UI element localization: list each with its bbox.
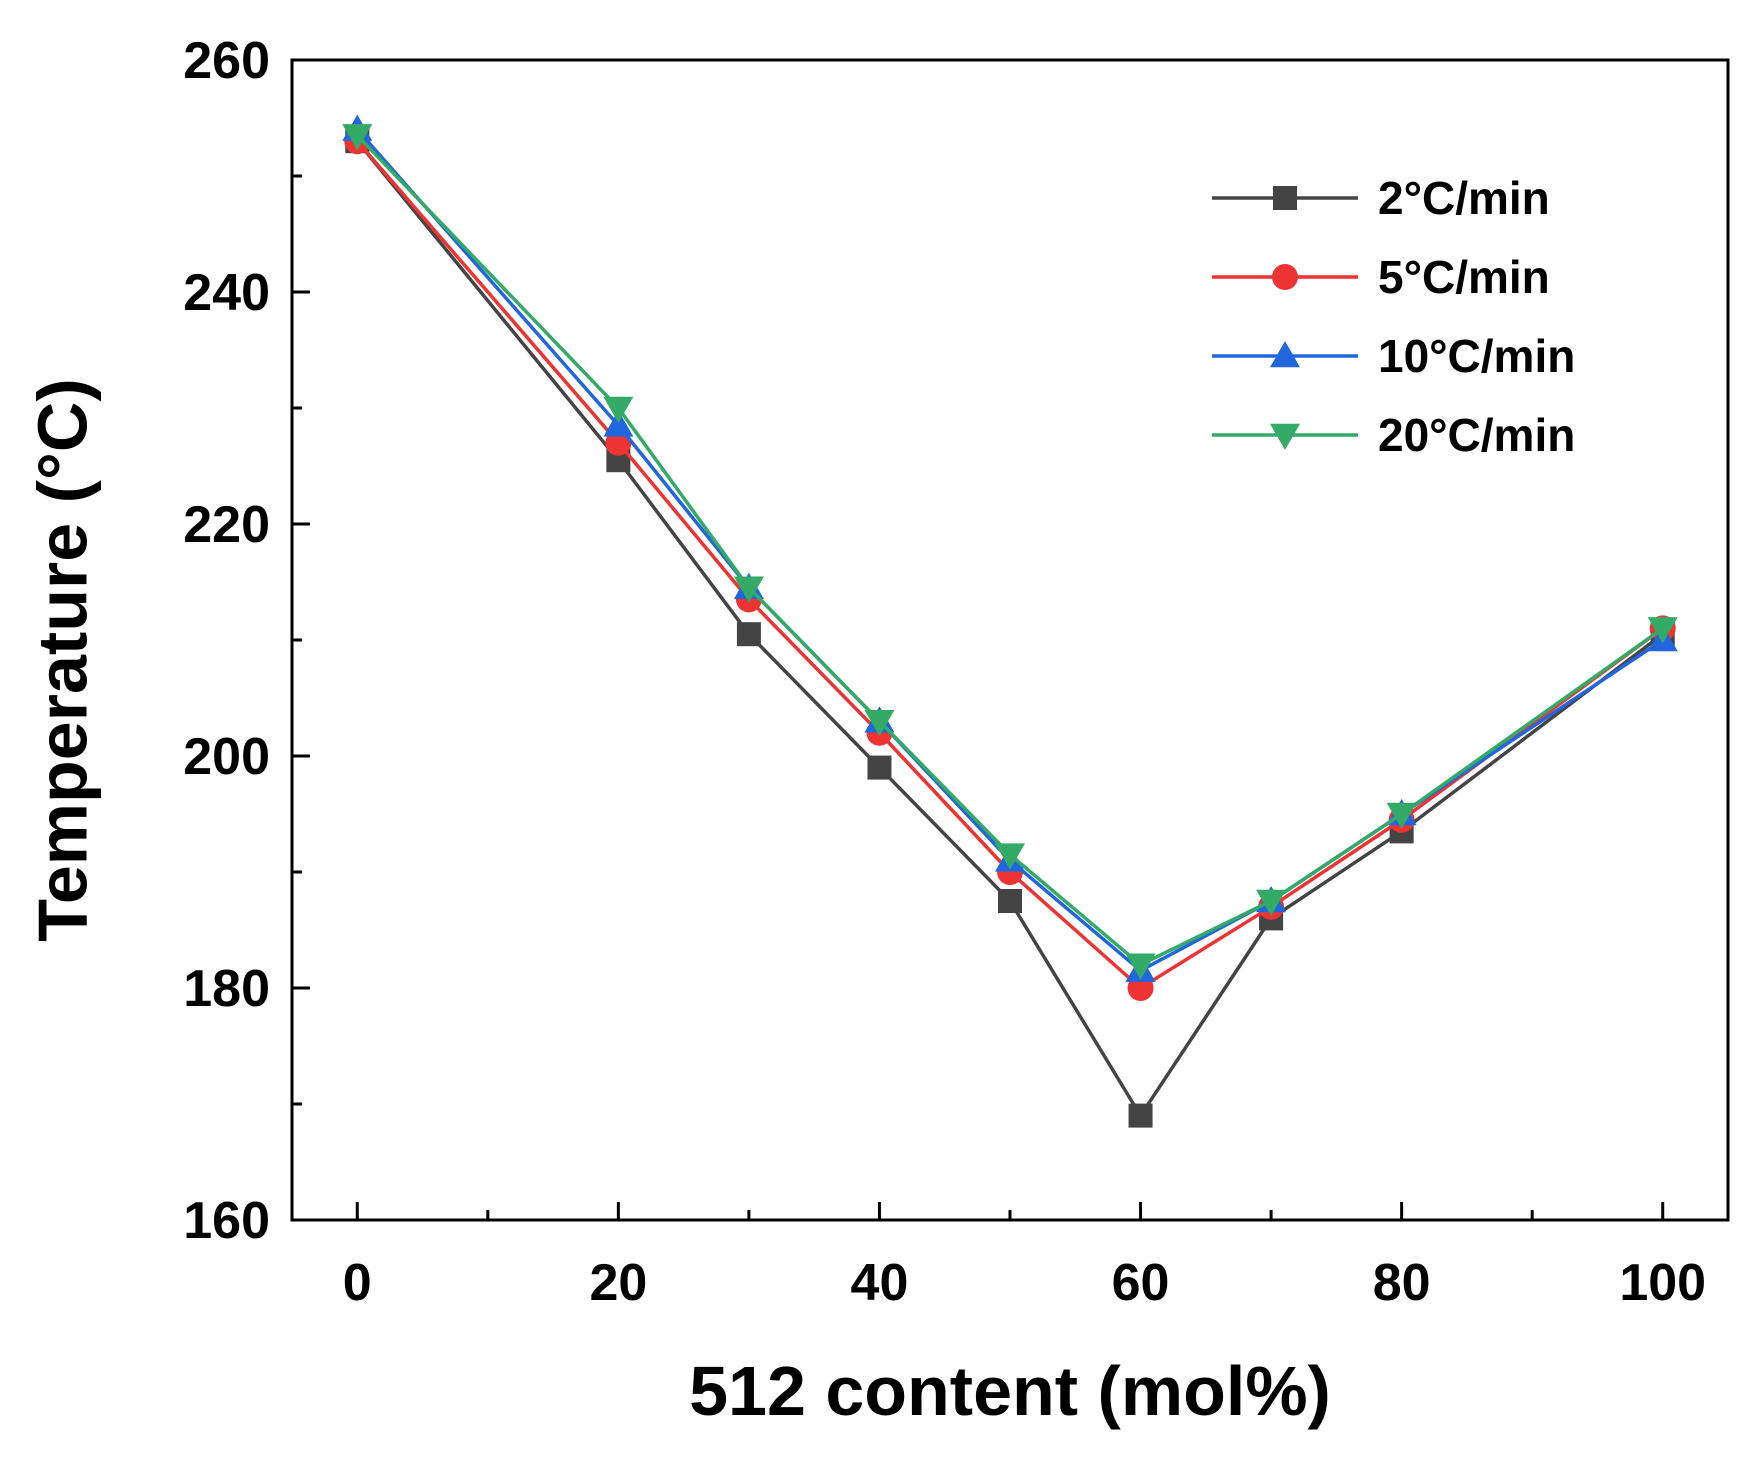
data-point (1386, 802, 1417, 829)
x-tick-label: 60 (1112, 1254, 1170, 1312)
data-point (1647, 617, 1678, 644)
legend-marker (1272, 264, 1298, 290)
data-point (998, 889, 1022, 913)
axis-tick-labels: 0 20 40 60 80 100 160 180 200 220 240 260 (183, 32, 1706, 1312)
y-tick-label: 240 (183, 264, 270, 322)
legend-item: 5°C/min (1212, 251, 1550, 303)
x-tick-label: 20 (589, 1254, 647, 1312)
axis-ticks (292, 58, 1665, 1222)
data-point (603, 410, 634, 437)
y-tick-label: 180 (183, 960, 270, 1018)
y-tick-label: 220 (183, 496, 270, 554)
legend-label: 5°C/min (1378, 251, 1550, 303)
data-point (1256, 889, 1287, 916)
legend-label: 20°C/min (1378, 409, 1575, 461)
x-tick-label: 0 (343, 1254, 372, 1312)
data-point (1125, 953, 1156, 980)
plot-area-frame (290, 58, 1730, 1222)
y-tick-label: 160 (183, 1192, 270, 1250)
legend-label: 10°C/min (1378, 330, 1575, 382)
x-tick-label: 40 (851, 1254, 909, 1312)
data-point (603, 396, 634, 423)
legend-item: 10°C/min (1212, 330, 1575, 382)
legend: 2°C/min 5°C/min 10°C/min 20°C/min (1212, 172, 1575, 461)
legend-item: 20°C/min (1212, 409, 1575, 461)
data-point (733, 576, 764, 603)
y-axis-title: Temperature (°C) (23, 378, 101, 941)
x-tick-label: 80 (1373, 1254, 1431, 1312)
legend-marker (1270, 423, 1300, 450)
legend-label: 2°C/min (1378, 172, 1550, 224)
data-point (736, 622, 761, 647)
x-axis-title: 512 content (mol%) (689, 1352, 1331, 1430)
y-tick-label: 260 (183, 32, 270, 90)
legend-item: 2°C/min (1212, 172, 1550, 224)
data-point (995, 843, 1025, 870)
y-tick-label: 200 (183, 728, 270, 786)
legend-marker (1270, 341, 1300, 368)
x-tick-label: 100 (1619, 1254, 1706, 1312)
series-layer (342, 114, 1678, 1128)
data-point (1128, 1103, 1153, 1128)
data-point (342, 124, 373, 151)
legend-marker (1273, 186, 1297, 210)
data-point (867, 755, 892, 780)
data-point (864, 709, 895, 737)
series-3 (342, 124, 1678, 980)
